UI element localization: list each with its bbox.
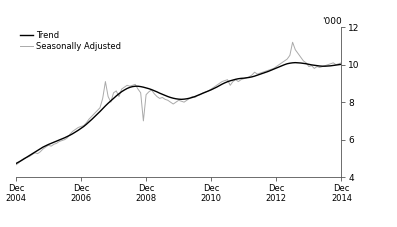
Trend [293, 61, 298, 64]
Seasonally Adjusted [320, 65, 325, 68]
Seasonally Adjusted [233, 78, 238, 81]
Trend [13, 162, 18, 165]
Seasonally Adjusted [290, 41, 295, 44]
Text: '000: '000 [322, 17, 341, 26]
Trend [217, 84, 222, 87]
Trend [320, 65, 325, 68]
Seasonally Adjusted [46, 144, 51, 147]
Trend [89, 118, 94, 121]
Seasonally Adjusted [339, 62, 344, 64]
Seasonally Adjusted [152, 92, 157, 95]
Trend [233, 78, 238, 81]
Trend [46, 143, 51, 146]
Legend: Trend, Seasonally Adjusted: Trend, Seasonally Adjusted [20, 31, 121, 51]
Line: Seasonally Adjusted: Seasonally Adjusted [16, 42, 341, 165]
Seasonally Adjusted [217, 82, 222, 85]
Trend [339, 63, 344, 66]
Seasonally Adjusted [89, 115, 94, 118]
Trend [152, 89, 157, 92]
Line: Trend: Trend [16, 63, 341, 164]
Seasonally Adjusted [13, 163, 18, 166]
